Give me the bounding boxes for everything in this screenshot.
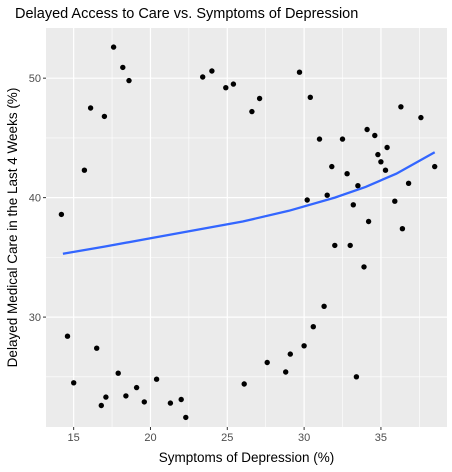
data-point	[115, 370, 121, 376]
data-point	[230, 81, 237, 87]
data-point	[361, 264, 367, 270]
y-axis-title: Delayed Medical Care in the Last 4 Weeks…	[5, 88, 20, 368]
data-point	[98, 402, 105, 409]
data-point	[324, 192, 330, 198]
data-point	[296, 69, 303, 75]
data-point	[332, 242, 338, 249]
data-point	[392, 198, 398, 204]
data-point	[382, 167, 389, 173]
grid-lines	[46, 28, 447, 427]
x-axis-ticks: 15 20 25 30 35	[68, 427, 387, 444]
data-point	[347, 242, 353, 249]
data-point	[405, 180, 412, 186]
data-point	[310, 324, 316, 330]
data-point	[94, 345, 100, 351]
data-point	[378, 159, 384, 165]
data-point	[167, 400, 174, 406]
data-point	[58, 211, 65, 218]
x-axis-title: Symptoms of Depression (%)	[159, 450, 335, 465]
x-tick-label: 20	[144, 432, 156, 444]
data-point	[384, 144, 390, 151]
data-point	[344, 171, 350, 177]
data-point	[418, 114, 424, 121]
data-point	[103, 394, 109, 400]
data-point	[249, 108, 255, 115]
y-tick-label: 50	[29, 73, 41, 85]
data-point	[365, 218, 372, 225]
plot-panel	[46, 28, 447, 427]
data-point	[355, 183, 361, 189]
data-point	[375, 151, 381, 158]
data-point	[399, 226, 406, 232]
data-point	[178, 396, 184, 403]
data-point	[307, 94, 313, 101]
data-point	[209, 68, 215, 74]
data-point	[372, 132, 378, 139]
x-tick-label: 35	[375, 432, 387, 444]
y-axis-ticks: 30 40 50	[29, 73, 46, 324]
data-point	[339, 136, 346, 142]
data-point	[133, 384, 140, 391]
data-point	[87, 105, 94, 111]
data-point	[101, 113, 108, 120]
data-point	[183, 414, 189, 421]
data-point	[71, 380, 77, 386]
data-point	[153, 376, 160, 382]
data-point	[301, 343, 307, 349]
data-point	[398, 104, 404, 110]
data-point	[287, 351, 293, 357]
data-point	[350, 202, 356, 208]
data-point	[123, 393, 129, 399]
data-point	[432, 163, 438, 170]
data-point	[329, 163, 335, 170]
data-point	[64, 333, 71, 339]
y-tick-label: 40	[29, 193, 41, 205]
data-point	[264, 359, 270, 366]
data-points	[58, 44, 438, 421]
data-point	[223, 85, 229, 91]
x-tick-label: 25	[221, 432, 233, 444]
data-point	[200, 74, 206, 80]
data-point	[353, 374, 360, 380]
data-point	[256, 95, 263, 102]
x-tick-label: 15	[68, 432, 80, 444]
x-tick-label: 30	[298, 432, 310, 444]
data-point	[241, 381, 247, 387]
chart-title: Delayed Access to Care vs. Symptoms of D…	[15, 6, 358, 22]
data-point	[364, 126, 370, 133]
data-point	[110, 44, 117, 50]
data-point	[316, 136, 323, 142]
data-point	[321, 303, 327, 309]
data-point	[141, 399, 147, 405]
data-point	[81, 167, 88, 173]
data-point	[304, 197, 310, 203]
data-point	[120, 64, 126, 71]
trend-line	[62, 151, 436, 255]
data-point	[283, 369, 289, 375]
y-tick-label: 30	[29, 312, 41, 324]
data-point	[126, 77, 132, 84]
